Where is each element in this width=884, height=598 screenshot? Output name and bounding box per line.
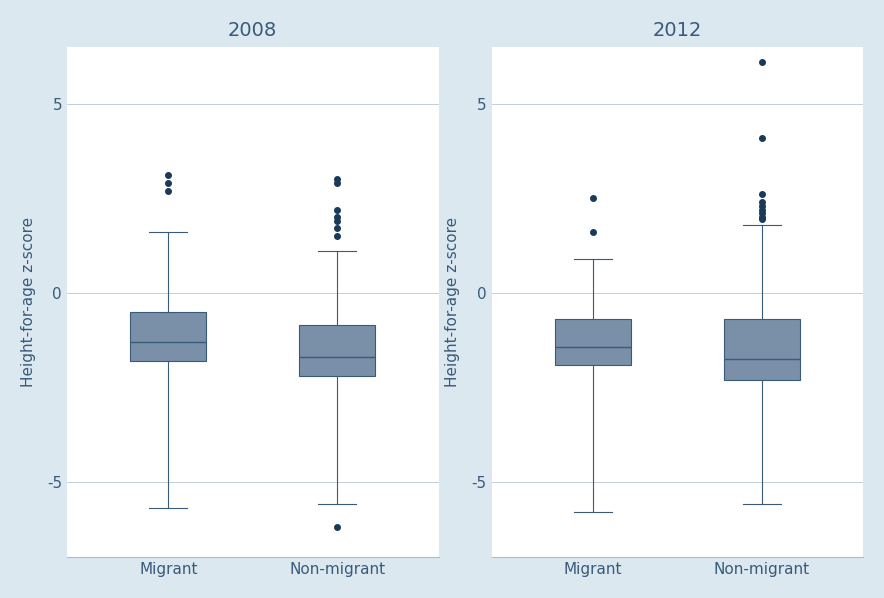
PathPatch shape [555, 319, 631, 365]
Title: 2008: 2008 [228, 21, 278, 40]
PathPatch shape [724, 319, 800, 380]
PathPatch shape [299, 325, 375, 376]
Y-axis label: Height-for-age z-score: Height-for-age z-score [21, 217, 36, 387]
Y-axis label: Height-for-age z-score: Height-for-age z-score [446, 217, 461, 387]
PathPatch shape [130, 312, 206, 361]
Title: 2012: 2012 [652, 21, 702, 40]
